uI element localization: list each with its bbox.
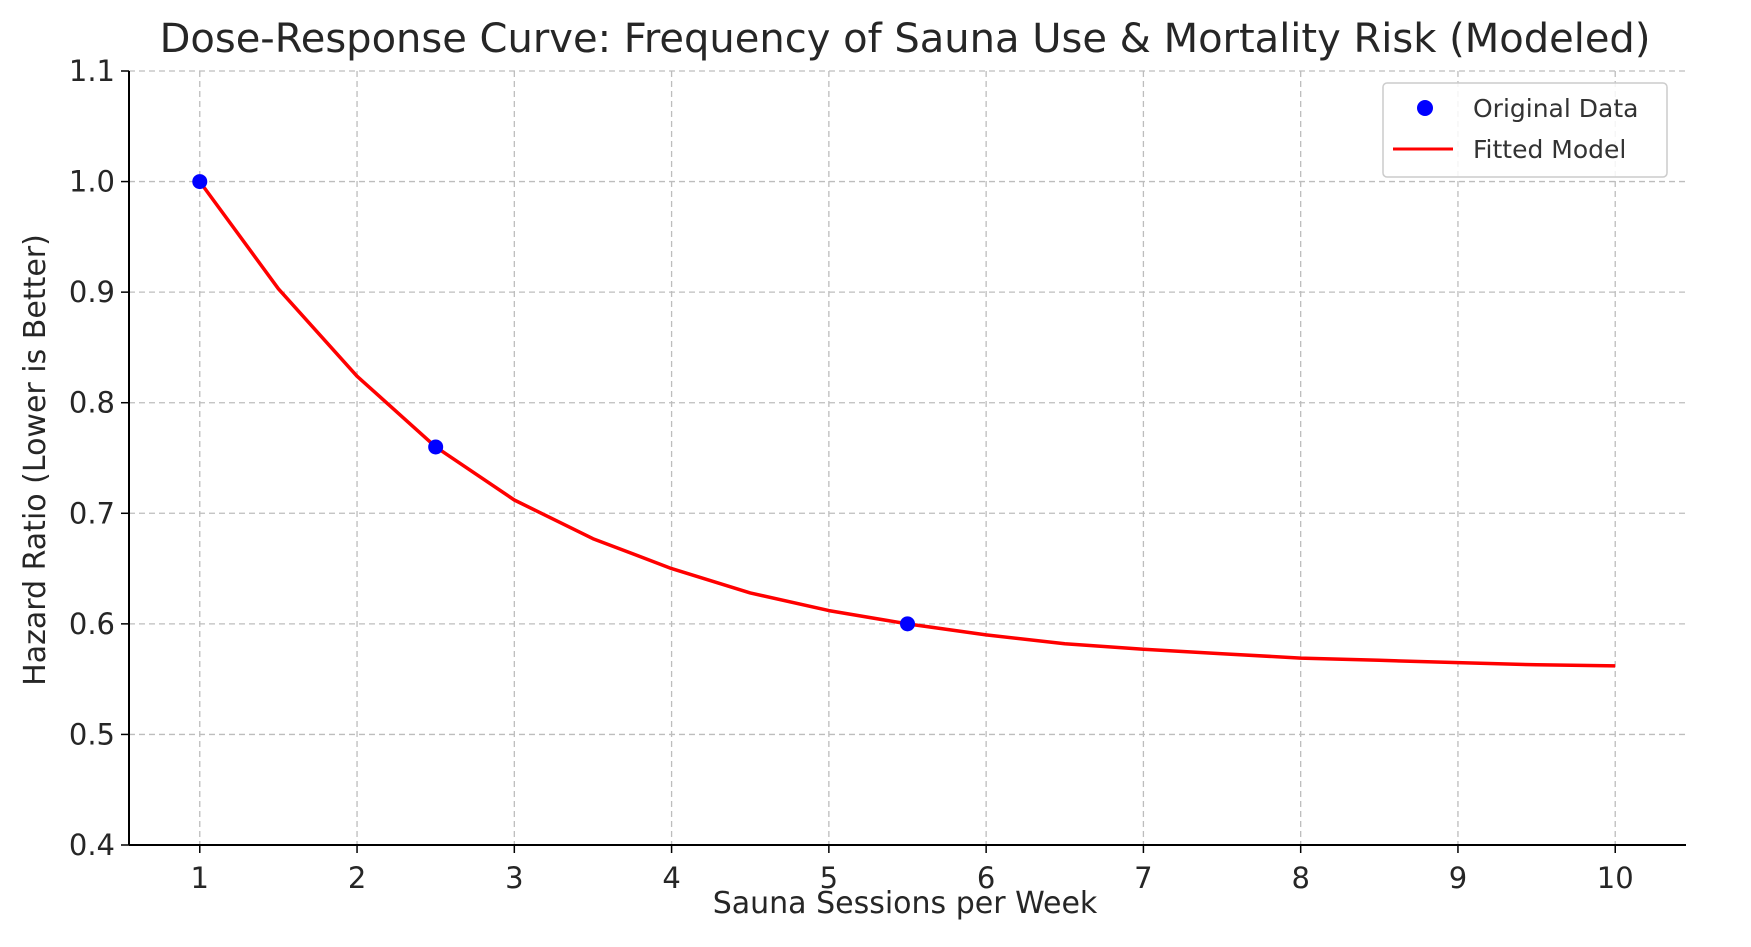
x-tick-label-4: 5 (820, 861, 838, 895)
y-tick-label-1: 0.5 (69, 717, 115, 751)
legend-label-original-data: Original Data (1473, 94, 1638, 123)
y-tick-label-0: 0.4 (69, 828, 115, 862)
y-tick-label-4: 0.8 (69, 386, 115, 420)
ticks: 1 2 3 4 5 6 7 8 9 10 0.4 0.5 0.6 0.7 0.8 0.9 1.0 1.1 (69, 54, 1634, 895)
x-tick-label-7: 8 (1291, 861, 1309, 895)
series-layer (192, 174, 1616, 668)
y-tick-label-5: 0.9 (69, 275, 115, 309)
y-axis-label: Hazard Ratio (Lower is Better) (18, 234, 53, 686)
chart-title: Dose-Response Curve: Frequency of Sauna … (160, 16, 1651, 62)
x-tick-label-9: 10 (1597, 861, 1634, 895)
x-tick-label-6: 7 (1134, 861, 1152, 895)
y-tick-label-7: 1.1 (69, 54, 115, 88)
x-tick-label-3: 4 (662, 861, 680, 895)
data-point-1 (428, 439, 444, 455)
legend-frame (1382, 82, 1668, 178)
legend: Original Data Fitted Model (1382, 82, 1668, 178)
series-line-fitted-model (198, 180, 1616, 668)
x-tick-label-0: 1 (191, 861, 209, 895)
x-axis-label: Sauna Sessions per Week (713, 886, 1098, 921)
data-point-2 (900, 616, 915, 632)
y-tick-label-2: 0.6 (69, 607, 115, 641)
x-tick-label-2: 3 (505, 861, 523, 895)
grid (129, 70, 1686, 846)
x-tick-label-5: 6 (977, 861, 995, 895)
legend-label-fitted-model: Fitted Model (1473, 135, 1626, 164)
x-tick-label-8: 9 (1449, 861, 1467, 895)
axes (128, 71, 1686, 846)
y-tick-label-6: 1.0 (69, 165, 115, 199)
data-point-0 (192, 174, 208, 190)
y-tick-label-3: 0.7 (69, 496, 115, 530)
legend-marker-original-data (1417, 100, 1433, 116)
x-tick-label-1: 2 (348, 861, 366, 895)
